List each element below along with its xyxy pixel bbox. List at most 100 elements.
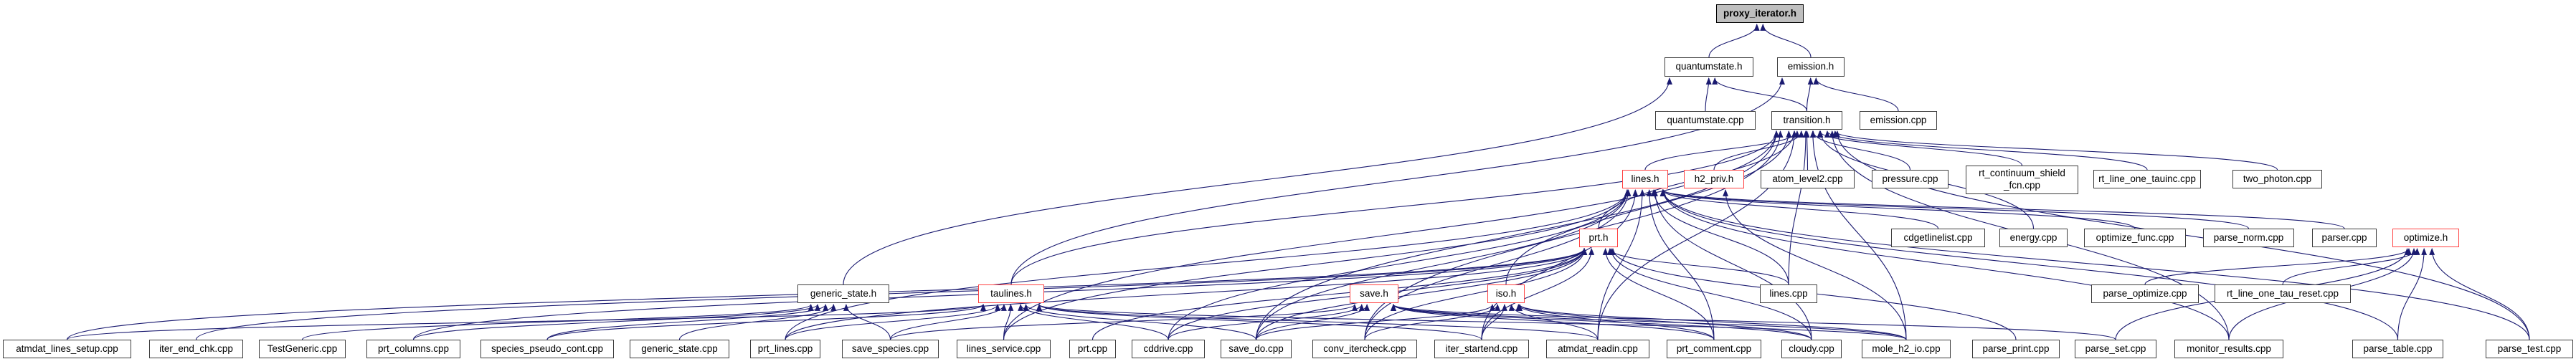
edge-save-do-cpp-to-prt-h (1255, 248, 1587, 340)
node-iter-startend-cpp[interactable]: iter_startend.cpp (1434, 340, 1529, 358)
node-testgeneric-cpp[interactable]: TestGeneric.cpp (259, 340, 346, 358)
node-species-pseudo-cont-cpp[interactable]: species_pseudo_cont.cpp (480, 340, 614, 358)
edge-rt-continuum-shield-fcn-cpp-to-transition-h (1817, 130, 2023, 166)
edge-emission-cpp-to-emission-h (1813, 77, 1899, 112)
node-energy-cpp[interactable]: energy.cpp (1999, 229, 2068, 247)
edge-atmdat-readin-cpp-to-iso-h (1508, 304, 1599, 340)
node-atmdat-lines-setup-cpp[interactable]: atmdat_lines_setup.cpp (3, 340, 131, 358)
edge-cddrive-cpp-to-taulines-h (1018, 304, 1169, 340)
node-pressure-cpp[interactable]: pressure.cpp (1872, 170, 1948, 188)
edge-prt-comment-cpp-to-prt-h (1602, 248, 1715, 340)
node-iter-end-chk-cpp[interactable]: iter_end_chk.cpp (149, 340, 243, 358)
node-two-photon-cpp[interactable]: two_photon.cpp (2232, 170, 2322, 188)
edge-atmdat-readin-cpp-to-taulines-h (1036, 304, 1599, 340)
edge-transition-h-to-quantumstate-h (1712, 77, 1808, 112)
node-cdgetlinelist-cpp[interactable]: cdgetlinelist.cpp (1891, 229, 1985, 247)
node-iso-h[interactable]: iso.h (1487, 284, 1525, 303)
node-parse-optimize-cpp[interactable]: parse_optimize.cpp (2091, 284, 2199, 303)
edge-rt-line-one-tau-reset-cpp-to-optimize-h (2282, 248, 2420, 285)
node-save-h[interactable]: save.h (1350, 284, 1398, 303)
node-lines-h[interactable]: lines.h (1622, 170, 1668, 188)
edge-cloudy-cpp-to-iso-h (1517, 304, 1812, 340)
node-cloudy-cpp[interactable]: cloudy.cpp (1781, 340, 1842, 358)
edge-mole-h2-io-cpp-to-h2-priv-h (1723, 189, 1907, 340)
node-prt-lines-cpp[interactable]: prt_lines.cpp (750, 340, 820, 358)
edge-lines-cpp-to-transition-h (1788, 130, 1809, 285)
node-quantumstate-h[interactable]: quantumstate.h (1665, 57, 1753, 77)
edge-h2-priv-h-to-transition-h (1713, 130, 1804, 171)
edge-save-do-cpp-to-taulines-h (1023, 304, 1257, 340)
edge-parse-optimize-cpp-to-optimize-h (2144, 248, 2412, 285)
edge-prt-comment-cpp-to-iso-h (1515, 304, 1715, 340)
edge-parse-table-cpp-to-lines-h (1660, 189, 2399, 340)
edge-quantumstate-h-to-proxy-iterator-h (1708, 24, 1760, 58)
edge-parse-test-cpp-to-optimize-h (2429, 248, 2530, 340)
edge-cddrive-cpp-to-lines-h (1168, 189, 1630, 340)
edge-atmdat-readin-cpp-to-transition-h (1597, 130, 1797, 340)
node-lines-service-cpp[interactable]: lines_service.cpp (957, 340, 1051, 358)
edge-lines-cpp-to-prt-h (1607, 248, 1789, 285)
node-emission-h[interactable]: emission.h (1777, 57, 1845, 77)
edge-save-do-cpp-to-lines-h (1255, 189, 1630, 340)
node-rt-line-one-tauinc-cpp[interactable]: rt_line_one_tauinc.cpp (2093, 170, 2201, 188)
edge-save-do-cpp-to-iso-h (1255, 304, 1495, 340)
edge-atmdat-readin-cpp-to-lines-h (1597, 189, 1645, 340)
node-atom-level2-cpp[interactable]: atom_level2.cpp (1761, 170, 1855, 188)
edge-save-species-cpp-to-generic-state-h (843, 304, 891, 340)
edge-lines-service-cpp-to-transition-h (1003, 130, 1779, 340)
edge-generic-state-cpp-to-generic-state-h (678, 304, 837, 340)
node-generic-state-cpp[interactable]: generic_state.cpp (630, 340, 729, 358)
node-transition-h[interactable]: transition.h (1771, 111, 1842, 130)
node-optimize-func-cpp[interactable]: optimize_func.cpp (2084, 229, 2186, 247)
edge-cddrive-cpp-to-save-h (1168, 304, 1365, 340)
node-taulines-h[interactable]: taulines.h (978, 284, 1044, 303)
node-parse-table-cpp[interactable]: parse_table.cpp (2352, 340, 2443, 358)
node-parse-norm-cpp[interactable]: parse_norm.cpp (2203, 229, 2294, 247)
edge-save-species-cpp-to-taulines-h (889, 304, 1007, 340)
edge-cloudy-cpp-to-save-h (1391, 304, 1812, 340)
edge-species-pseudo-cont-cpp-to-generic-state-h (546, 304, 829, 340)
edge-mole-h2-io-cpp-to-taulines-h (1036, 304, 1907, 340)
edge-mole-h2-io-cpp-to-save-h (1391, 304, 1907, 340)
node-cddrive-cpp[interactable]: cddrive.cpp (1132, 340, 1205, 358)
node-prt-columns-cpp[interactable]: prt_columns.cpp (366, 340, 460, 358)
node-atmdat-readin-cpp[interactable]: atmdat_readin.cpp (1546, 340, 1649, 358)
node-parse-set-cpp[interactable]: parse_set.cpp (2075, 340, 2156, 358)
node-proxy-iterator-h[interactable]: proxy_iterator.h (1716, 4, 1804, 23)
edge-lines-service-cpp-to-taulines-h (1003, 304, 1014, 340)
node-save-do-cpp[interactable]: save_do.cpp (1221, 340, 1292, 358)
edge-lines-h-to-transition-h (1644, 130, 1800, 171)
node-rt-line-one-tau-reset-cpp[interactable]: rt_line_one_tau_reset.cpp (2215, 284, 2351, 303)
edge-parse-table-cpp-to-optimize-h (2397, 248, 2428, 340)
edge-prt-lines-cpp-to-lines-h (785, 189, 1630, 340)
node-prt-cpp[interactable]: prt.cpp (1069, 340, 1116, 358)
edge-atmdat-lines-setup-cpp-to-taulines-h (66, 304, 986, 340)
node-optimize-h[interactable]: optimize.h (2392, 229, 2459, 247)
node-mole-h2-io-cpp[interactable]: mole_h2_io.cpp (1862, 340, 1951, 358)
node-rt-continuum-shield-fcn-cpp[interactable]: rt_continuum_shield _fcn.cpp (1966, 166, 2078, 194)
node-monitor-results-cpp[interactable]: monitor_results.cpp (2174, 340, 2283, 358)
edge-lines-cpp-to-lines-h (1651, 189, 1789, 285)
node-emission-cpp[interactable]: emission.cpp (1860, 111, 1937, 130)
node-lines-cpp[interactable]: lines.cpp (1760, 284, 1817, 303)
edge-pressure-cpp-to-transition-h (1810, 130, 1911, 171)
node-conv-itercheck-cpp[interactable]: conv_itercheck.cpp (1312, 340, 1417, 358)
node-h2-priv-h[interactable]: h2_priv.h (1684, 170, 1744, 188)
edge-save-do-cpp-to-transition-h (1255, 130, 1779, 340)
edge-iter-startend-cpp-to-iso-h (1481, 304, 1507, 340)
edge-prt-comment-cpp-to-save-h (1391, 304, 1715, 340)
node-prt-comment-cpp[interactable]: prt_comment.cpp (1667, 340, 1761, 358)
node-parse-test-cpp[interactable]: parse_test.cpp (2486, 340, 2573, 358)
edge-testgeneric-cpp-to-generic-state-h (301, 304, 814, 340)
edge-prt-lines-cpp-to-taulines-h (785, 304, 1000, 340)
node-prt-h[interactable]: prt.h (1579, 229, 1618, 247)
node-parser-cpp[interactable]: parser.cpp (2312, 229, 2377, 247)
node-parse-print-cpp[interactable]: parse_print.cpp (1972, 340, 2060, 358)
node-quantumstate-cpp[interactable]: quantumstate.cpp (1655, 111, 1756, 130)
edge-prt-columns-cpp-to-generic-state-h (412, 304, 820, 340)
edge-prt-lines-cpp-to-prt-h (785, 248, 1587, 340)
node-generic-state-h[interactable]: generic_state.h (797, 284, 889, 303)
node-save-species-cpp[interactable]: save_species.cpp (842, 340, 939, 358)
edge-parse-set-cpp-to-save-h (1391, 304, 2116, 340)
